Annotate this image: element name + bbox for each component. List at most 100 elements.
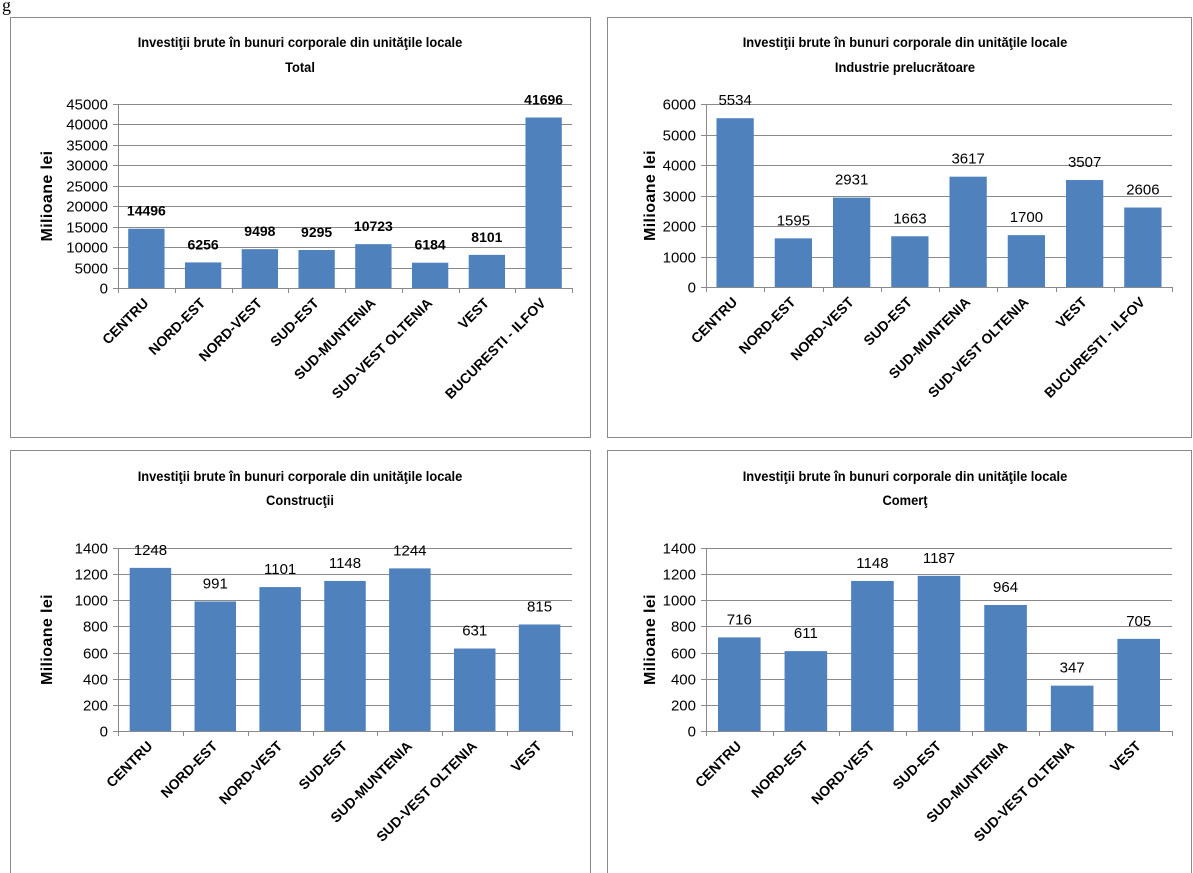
- chart1-value-label: 10723: [354, 218, 393, 234]
- chart4-bar-nord-vest: [851, 580, 894, 731]
- chart1-bar-sud-muntenia: [355, 244, 392, 288]
- chart2-value-label: 3507: [1068, 154, 1101, 171]
- chart2-bar-sud-vest-oltenia: [1007, 235, 1046, 287]
- chart2-bar-centru: [716, 118, 754, 287]
- chart1-y-tick-label: 15000: [66, 220, 108, 237]
- chart3-value-label: 631: [462, 623, 487, 640]
- chart2-y-tick-label: 1000: [663, 250, 696, 267]
- chart4-bar-nord-est: [784, 651, 828, 731]
- chart4-y-tick-label: 1200: [663, 567, 696, 584]
- chart1-value-label: 9295: [301, 224, 332, 240]
- chart4-value-label: 716: [727, 611, 752, 628]
- chart1-value-label: 6184: [415, 237, 446, 253]
- chart1-bar-vest: [468, 254, 506, 288]
- chart1-y-tick-label: 40000: [66, 117, 108, 134]
- chart4-y-tick-label: 600: [671, 646, 696, 663]
- chart3-y-tick-label: 1200: [75, 567, 108, 584]
- chart2-value-label: 5534: [718, 92, 751, 109]
- chart4-subtitle: Comerţ: [882, 493, 928, 509]
- chart4-y-axis-title: Milioane lei: [642, 594, 659, 685]
- chart3-y-tick-label: 200: [83, 698, 108, 715]
- chart3-bar-vest: [518, 624, 561, 731]
- chart4-bar-sud-vest-oltenia: [1050, 685, 1094, 731]
- chart1-y-tick-label: 20000: [66, 199, 108, 216]
- chart4-bar-sud-muntenia: [984, 604, 1027, 731]
- chart1-subtitle: Total: [285, 60, 315, 76]
- chart2-y-tick-label: 4000: [663, 158, 696, 175]
- chart2-y-tick-label: 6000: [663, 97, 696, 114]
- chart1-value-label: 9498: [244, 223, 275, 239]
- chart1-y-tick-label: 45000: [66, 97, 108, 114]
- chart2-y-tick-label: 5000: [663, 128, 696, 145]
- chart2-value-label: 2931: [835, 172, 868, 189]
- chart3-bar-sud-vest-oltenia: [453, 648, 496, 731]
- chart1-bar-centru: [128, 228, 165, 288]
- chart4-bar-centru: [717, 637, 761, 731]
- chart1-y-tick-label: 5000: [75, 261, 108, 278]
- chart1-y-tick-label: 0: [100, 281, 108, 298]
- chart4-value-label: 705: [1126, 613, 1151, 630]
- chart2-bar-vest: [1065, 180, 1104, 287]
- chart3-title: Investiţii brute în bunuri corporale din…: [138, 469, 463, 485]
- chart1-value-label: 41696: [524, 92, 563, 108]
- chart4-value-label: 611: [794, 625, 818, 642]
- chart3-bar-centru: [129, 567, 172, 731]
- chart4-title: Investiţii brute în bunuri corporale din…: [743, 469, 1068, 485]
- caption-fragment: g: [2, 0, 11, 15]
- chart3-y-axis-title: Milioane lei: [39, 594, 56, 685]
- chart1-title: Investiţii brute în bunuri corporale din…: [138, 35, 463, 51]
- chart4-y-tick-label: 1400: [663, 541, 696, 558]
- chart4-bar-sud-est: [917, 575, 961, 731]
- chart3-y-tick-label: 0: [100, 724, 108, 741]
- chart4-y-tick-label: 0: [688, 724, 696, 741]
- chart3-bar-nord-est: [194, 601, 237, 731]
- chart3-y-tick-label: 800: [83, 619, 108, 636]
- chart4-y-tick-label: 800: [671, 619, 696, 636]
- chart2-value-label: 1663: [893, 210, 926, 227]
- chart1-value-label: 14496: [127, 203, 166, 219]
- chart2-value-label: 1595: [777, 212, 810, 229]
- chart4-y-tick-label: 400: [671, 672, 696, 689]
- chart2-bar-nord-est: [774, 238, 813, 287]
- chart1-bar-sud-est: [298, 249, 335, 288]
- chart1-bar-bucuresti-ilfov: [525, 117, 562, 288]
- chart2-value-label: 3617: [951, 151, 984, 168]
- chart3-bar-sud-est: [324, 580, 366, 731]
- chart2-bar-sud-muntenia: [949, 176, 987, 287]
- chart2-y-axis-title: Milioane lei: [642, 150, 659, 241]
- chart3-subtitle: Construcţii: [266, 493, 334, 509]
- chart3-value-label: 815: [527, 598, 552, 615]
- chart4-value-label: 347: [1060, 660, 1085, 677]
- chart2-y-tick-label: 2000: [663, 219, 696, 236]
- chart1-y-axis-title: Milioane lei: [39, 150, 56, 241]
- chart3-value-label: 1148: [329, 555, 361, 572]
- chart2-subtitle: Industrie prelucrătoare: [835, 60, 976, 76]
- chart4-value-label: 1187: [923, 550, 955, 567]
- chart1-value-label: 8101: [471, 229, 502, 245]
- chart2-bar-bucuresti-ilfov: [1124, 207, 1162, 287]
- chart1-y-tick-label: 25000: [66, 179, 108, 196]
- chart3-y-tick-label: 400: [83, 672, 108, 689]
- chart2-value-label: 1700: [1010, 209, 1043, 226]
- chart2-title: Investiţii brute în bunuri corporale din…: [743, 35, 1068, 51]
- chart3-value-label: 1101: [264, 561, 296, 578]
- chart3-y-tick-label: 1400: [75, 541, 108, 558]
- chart4-frame: [607, 450, 1192, 873]
- chart2-y-tick-label: 3000: [663, 189, 696, 206]
- chart3-bar-sud-muntenia: [389, 568, 431, 731]
- chart3-bar-nord-vest: [259, 587, 301, 731]
- chart4-bar-vest: [1117, 638, 1161, 731]
- chart1-y-tick-label: 35000: [66, 138, 108, 155]
- chart1-value-label: 6256: [188, 236, 219, 252]
- chart4-value-label: 1148: [856, 555, 888, 572]
- chart3-value-label: 991: [203, 575, 228, 592]
- chart4-value-label: 964: [993, 579, 1018, 596]
- chart2-bar-nord-vest: [832, 197, 871, 287]
- chart1-bar-sud-vest-oltenia: [411, 262, 449, 288]
- chart1-y-tick-label: 10000: [66, 240, 108, 257]
- chart4-y-tick-label: 200: [671, 698, 696, 715]
- chart2-y-tick-label: 0: [688, 280, 696, 297]
- chart3-value-label: 1248: [134, 542, 167, 559]
